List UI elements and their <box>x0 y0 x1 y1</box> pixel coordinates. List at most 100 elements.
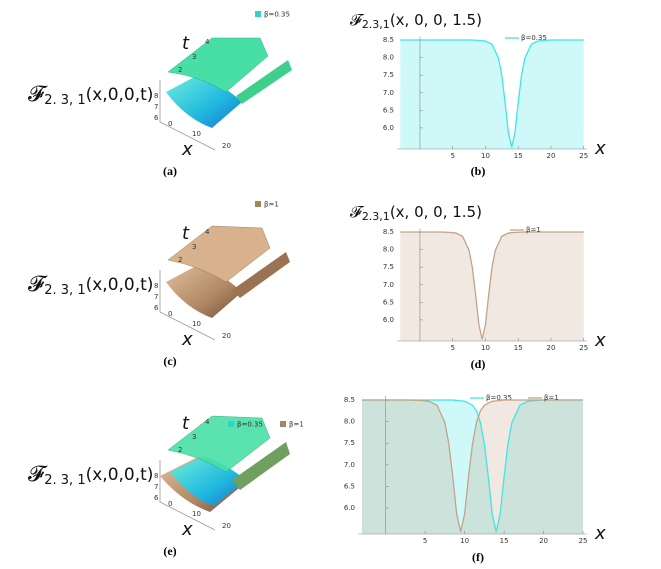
x-tick-label: 20 <box>222 522 231 530</box>
t-tick-label: 4 <box>205 228 210 236</box>
y-tick-label: 8.5 <box>344 396 355 404</box>
legend-swatch <box>280 421 286 427</box>
legend-label: β=1 <box>526 226 541 234</box>
y-tick-label: 6.0 <box>383 124 394 132</box>
function-label: 𝓕2. 3, 1(x,0,0,t) <box>28 462 153 488</box>
x-tick-label: 20 <box>547 152 556 160</box>
x-axis-label: x <box>594 523 606 544</box>
x-tick-label: 10 <box>192 320 201 328</box>
y-tick-label: 8.0 <box>344 418 355 426</box>
x-tick-label: 25 <box>579 152 588 160</box>
x-tick-label: 15 <box>514 152 523 160</box>
legend-label: β=1 <box>544 394 559 402</box>
x-tick-label: 10 <box>192 130 201 138</box>
area <box>400 40 584 149</box>
panel-label: (e) <box>163 544 176 558</box>
y-tick-label: 7.0 <box>344 461 355 469</box>
z-tick-label: 8 <box>154 282 158 290</box>
symbol: 𝓕 <box>350 10 365 29</box>
x-tick-label: 20 <box>222 142 231 150</box>
y-tick-label: 6.0 <box>383 316 394 324</box>
x-axis-label: x <box>181 519 193 540</box>
x-tick-label: 5 <box>450 344 454 352</box>
line <box>361 399 584 532</box>
panel-label: (a) <box>163 164 177 178</box>
z-tick-label: 6 <box>154 114 159 122</box>
t-tick-label: 2 <box>178 256 182 264</box>
t-tick-label: 4 <box>205 418 210 426</box>
y-tick-label: 7.0 <box>383 89 394 97</box>
box-edge <box>159 460 216 531</box>
arguments: (x,0,0,t) <box>86 85 154 105</box>
legend-label: β=1 <box>289 421 304 429</box>
z-tick-label: 8 <box>154 472 158 480</box>
surface-plane <box>167 415 271 473</box>
surface-plane <box>167 37 269 93</box>
t-tick-label: 3 <box>192 53 196 61</box>
t-tick-label: 4 <box>205 38 210 46</box>
x-tick-label: 20 <box>539 537 548 545</box>
x-tick-label: 10 <box>192 510 201 518</box>
x-tick-label: 10 <box>481 152 490 160</box>
x-tick-label: 5 <box>423 537 427 545</box>
function-label: 𝓕2.3,1(x, 0, 0, 1.5) <box>350 10 482 32</box>
y-tick-label: 6.5 <box>383 298 394 306</box>
x-tick-label: 10 <box>481 344 490 352</box>
panel-label: (c) <box>163 354 176 368</box>
subscript: 2.3,1 <box>362 210 390 223</box>
box-edge <box>159 270 216 341</box>
area <box>400 232 584 341</box>
arguments: (x, 0, 0, 1.5) <box>390 203 482 221</box>
x-tick-label: 5 <box>450 152 454 160</box>
subscript: 2. 3, 1 <box>44 93 85 108</box>
z-tick-label: 6 <box>154 304 159 312</box>
y-tick-label: 8.0 <box>383 246 394 254</box>
arguments: (x,0,0,t) <box>86 275 154 295</box>
surface-panel: 𝓕2. 3, 1(x,0,0,t) t 2 3 4 6 7 8 0 10 20 x β=0.35 (a) <box>28 11 292 178</box>
x-axis-label: x <box>181 139 193 160</box>
legend-label: β=1 <box>264 201 279 209</box>
y-tick-label: 8.5 <box>383 228 394 236</box>
area <box>361 400 584 534</box>
y-tick-label: 8.5 <box>383 36 394 44</box>
subscript: 2.3,1 <box>362 18 390 31</box>
y-tick-label: 6.5 <box>383 106 394 114</box>
z-tick-label: 8 <box>154 92 158 100</box>
x-tick-label: 20 <box>547 344 556 352</box>
x-axis-label: x <box>594 138 606 159</box>
legend-label: β=0.35 <box>264 11 290 19</box>
t-axis-label: t <box>182 413 190 434</box>
subscript: 2. 3, 1 <box>44 283 85 298</box>
x-tick-label: 0 <box>168 310 172 318</box>
line <box>400 39 584 148</box>
x-axis-label: x <box>594 330 606 351</box>
y-tick-label: 7.5 <box>344 439 355 447</box>
legend-label: β=0.35 <box>237 421 263 429</box>
y-tick-label: 8.0 <box>383 54 394 62</box>
y-tick-label: 6.0 <box>344 504 355 512</box>
t-tick-label: 3 <box>192 243 196 251</box>
t-tick-label: 2 <box>178 66 182 74</box>
symbol: 𝓕 <box>28 462 48 487</box>
x-tick-label: 20 <box>222 332 231 340</box>
panel-label: (d) <box>471 357 486 371</box>
x-tick-label: 10 <box>460 537 469 545</box>
x-tick-label: 25 <box>579 344 588 352</box>
y-tick-label: 7.5 <box>383 263 394 271</box>
box-edge <box>159 80 216 151</box>
legend-swatch <box>228 421 234 427</box>
function-label: 𝓕2. 3, 1(x,0,0,t) <box>28 272 153 298</box>
surface-panel: 𝓕2. 3, 1(x,0,0,t) t 2 3 4 6 7 8 0 10 20 x β=0.35 β=1 (… <box>28 413 304 558</box>
y-tick-label: 7.0 <box>383 281 394 289</box>
t-tick-label: 3 <box>192 433 196 441</box>
y-tick-label: 7.5 <box>383 71 394 79</box>
t-tick-label: 2 <box>178 446 182 454</box>
legend-swatch <box>255 11 261 17</box>
surface-plane <box>232 442 290 490</box>
x-tick-label: 25 <box>579 537 588 545</box>
symbol: 𝓕 <box>350 202 365 221</box>
x-tick-label: 0 <box>168 120 172 128</box>
z-tick-label: 7 <box>154 483 158 491</box>
surface-plane <box>232 252 290 298</box>
